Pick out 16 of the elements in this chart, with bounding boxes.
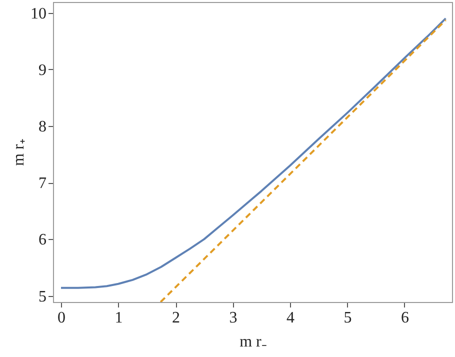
line-series [60,17,447,289]
y-axis-title: m r₊ [10,139,28,166]
y-tick-label: 7 [38,175,46,192]
y-tick-label: 5 [38,288,46,306]
y-tick-label: 10 [30,5,46,22]
x-tick-label: 3 [229,310,238,326]
x-tick-label: 0 [58,310,66,326]
x-tick-label: 5 [344,310,352,326]
x-tick-label: 6 [400,310,409,326]
y-tick-label: 9 [38,62,46,79]
x-axis-title: m r₋ [240,334,266,350]
x-tick-label: 1 [114,310,123,326]
y-tick-label: 6 [38,232,46,249]
x-tick-label: 4 [286,310,294,326]
y-tick-label: 8 [38,118,46,136]
x-tick-label: 2 [172,310,180,326]
